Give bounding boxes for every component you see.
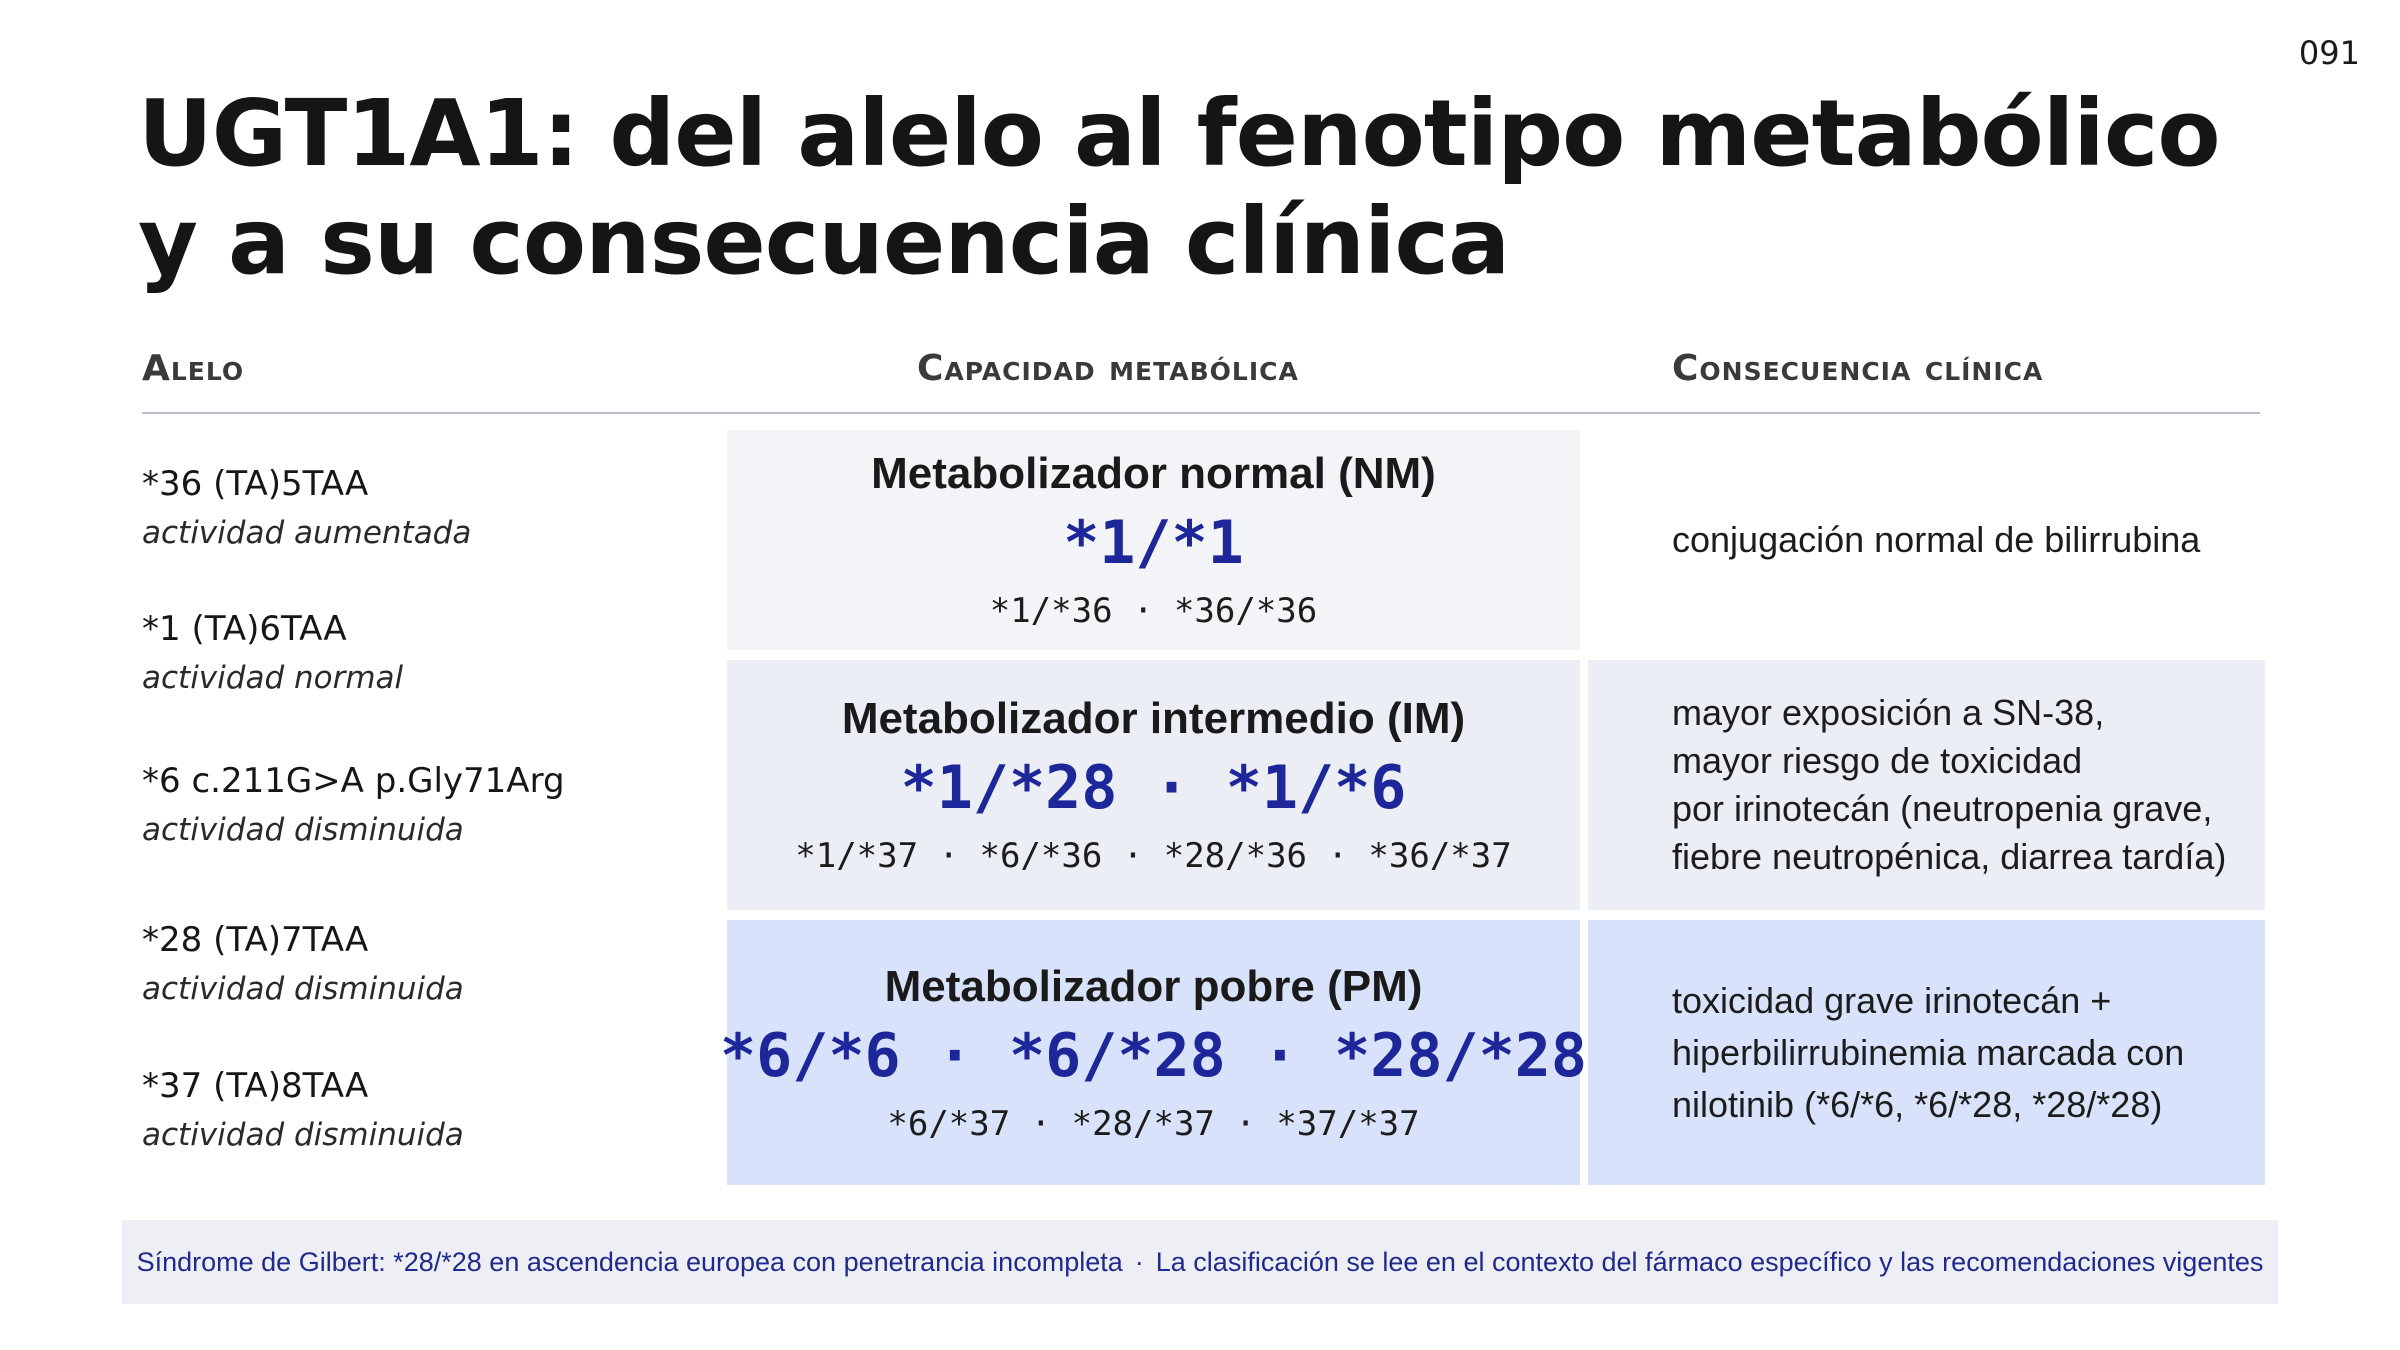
consequence-line: conjugación normal de bilirrubina <box>1672 519 2201 560</box>
allele-activity: actividad disminuida <box>142 812 464 848</box>
column-header-allele: Alelo <box>142 348 245 389</box>
main-genotype: *1/*28 · *1/*6 <box>900 753 1407 823</box>
allele-activity: actividad aumentada <box>142 515 472 551</box>
main-genotype: *6/*6 · *6/*28 · *28/*28 <box>720 1020 1587 1091</box>
phenotype-name: Metabolizador normal (NM) <box>871 449 1436 498</box>
consequence-line: toxicidad grave irinotecán + <box>1672 979 2112 1021</box>
phenotype-card-im: Metabolizador intermedio (IM) *1/*28 · *… <box>727 660 1580 910</box>
page-title: UGT1A1: del alelo al fenotipo metabólico… <box>138 80 2238 296</box>
allele-name: *37 (TA)8TAA <box>142 1066 369 1106</box>
allele-item: *28 (TA)7TAA actividad disminuida <box>142 918 702 1010</box>
column-header-consequence: Consecuencia clínica <box>1672 348 2044 389</box>
allele-name: *1 (TA)6TAA <box>142 609 347 649</box>
phenotype-name: Metabolizador intermedio (IM) <box>841 694 1466 743</box>
consequence-line: mayor riesgo de toxicidad <box>1672 740 2083 781</box>
phenotype-card-pm: Metabolizador pobre (PM) *6/*6 · *6/*28 … <box>720 920 1587 1185</box>
allele-item: *6 c.211G>A p.Gly71Arg actividad disminu… <box>142 759 702 851</box>
consequence-line: fiebre neutropénica, diarrea tardía) <box>1672 836 2227 877</box>
consequence-cell-im: mayor exposición a SN-38, mayor riesgo d… <box>1588 660 2265 910</box>
allele-activity: actividad disminuida <box>142 971 464 1007</box>
consequence-cell-nm: conjugación normal de bilirrubina <box>1588 430 2265 650</box>
phenotype-name: Metabolizador pobre (PM) <box>884 961 1423 1011</box>
allele-item: *37 (TA)8TAA actividad disminuida <box>142 1064 702 1156</box>
consequence-line: por irinotecán (neutropenia grave, <box>1672 788 2213 829</box>
title-line-2: y a su consecuencia clínica <box>138 188 1510 295</box>
main-genotype: *1/*1 <box>1063 508 1244 578</box>
allele-name: *6 c.211G>A p.Gly71Arg <box>142 761 565 801</box>
allele-activity: actividad disminuida <box>142 1117 464 1153</box>
other-genotypes: *1/*37 · *6/*36 · *28/*36 · *36/*37 <box>795 836 1512 876</box>
footer-separator: · <box>1134 1246 1144 1277</box>
header-divider <box>142 412 2260 414</box>
consequence-line: mayor exposición a SN-38, <box>1672 692 2105 733</box>
footer-context-note: La clasificación se lee en el contexto d… <box>1155 1246 2264 1277</box>
allele-item: *36 (TA)5TAA actividad aumentada <box>142 462 702 554</box>
allele-activity: actividad normal <box>142 660 404 696</box>
allele-name: *28 (TA)7TAA <box>142 920 369 960</box>
other-genotypes: *6/*37 · *28/*37 · *37/*37 <box>887 1103 1420 1144</box>
consequence-line: nilotinib (*6/*6, *6/*28, *28/*28) <box>1672 1083 2163 1125</box>
allele-name: *36 (TA)5TAA <box>142 464 369 504</box>
allele-item: *1 (TA)6TAA actividad normal <box>142 607 702 699</box>
consequence-line: hiperbilirrubinemia marcada con <box>1672 1031 2185 1073</box>
consequence-cell-pm: toxicidad grave irinotecán + hiperbilirr… <box>1588 920 2265 1185</box>
other-genotypes: *1/*36 · *36/*36 <box>989 591 1318 631</box>
footer-note: Síndrome de Gilbert: *28/*28 en ascenden… <box>122 1220 2278 1304</box>
phenotype-card-nm: Metabolizador normal (NM) *1/*1 *1/*36 ·… <box>727 430 1580 650</box>
footer-gilbert-note: Síndrome de Gilbert: *28/*28 en ascenden… <box>136 1246 1123 1277</box>
page-number: 091 <box>2298 34 2360 72</box>
column-header-capacity: Capacidad metabólica <box>917 348 1299 389</box>
title-line-1: UGT1A1: del alelo al fenotipo metabólico <box>138 80 2221 187</box>
